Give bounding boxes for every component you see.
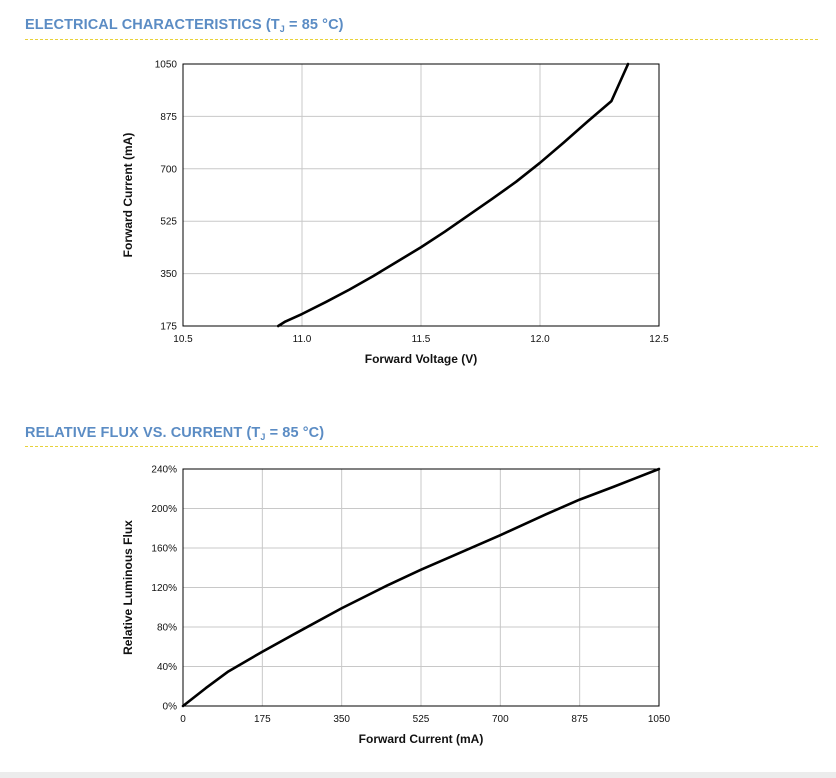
y-tick-label: 160% — [151, 544, 177, 555]
series-line — [276, 62, 630, 328]
x-tick-label: 11.5 — [412, 334, 431, 345]
y-tick-label: 120% — [151, 583, 177, 594]
relative-flux-chart: 0 175 350 525 700 875 1050 0% 40% 80% 120% 160% 200%… — [121, 465, 671, 747]
forward-current-chart: 10.5 11.0 11.5 12.0 12.5 175 350 525 700 875 1050 F… — [121, 60, 669, 367]
x-tick-label: 10.5 — [173, 334, 193, 345]
plot-frame — [182, 63, 660, 327]
x-tick-label: 11.0 — [293, 334, 312, 345]
plot-frame — [182, 468, 660, 707]
y-tick-label: 200% — [151, 504, 177, 515]
x-tick-label: 12.5 — [649, 334, 669, 345]
y-tick-label: 240% — [151, 465, 177, 476]
x-tick-label: 12.0 — [530, 334, 550, 345]
y-tick-label: 875 — [160, 112, 177, 123]
x-tick-label: 875 — [571, 714, 588, 725]
y-tick-label: 700 — [160, 164, 177, 175]
series-line — [181, 467, 661, 708]
x-tick-label: 700 — [492, 714, 509, 725]
y-tick-label: 525 — [160, 217, 177, 228]
x-tick-label: 0 — [180, 714, 186, 725]
y-tick-label: 0% — [163, 702, 178, 713]
electrical-characteristics-title: ELECTRICAL CHARACTERISTICS (TJ = 85 °C) — [25, 17, 344, 34]
relative-flux-title: RELATIVE FLUX VS. CURRENT (TJ = 85 °C) — [25, 425, 325, 442]
y-tick-label: 175 — [160, 322, 177, 333]
x-axis-label: Forward Voltage (V) — [365, 352, 477, 366]
x-tick-label: 350 — [333, 714, 350, 725]
y-tick-label: 40% — [157, 662, 177, 673]
page-footer-bar — [0, 772, 836, 778]
y-axis-label: Forward Current (mA) — [121, 133, 135, 258]
x-tick-label: 1050 — [648, 714, 671, 725]
y-tick-label: 350 — [160, 269, 177, 280]
section-divider — [25, 446, 818, 447]
x-tick-label: 525 — [413, 714, 430, 725]
y-axis-label: Relative Luminous Flux — [121, 520, 135, 655]
section-divider — [25, 39, 818, 40]
y-tick-label: 1050 — [155, 60, 178, 71]
x-axis-label: Forward Current (mA) — [359, 732, 484, 746]
x-tick-label: 175 — [254, 714, 271, 725]
y-tick-label: 80% — [157, 623, 177, 634]
